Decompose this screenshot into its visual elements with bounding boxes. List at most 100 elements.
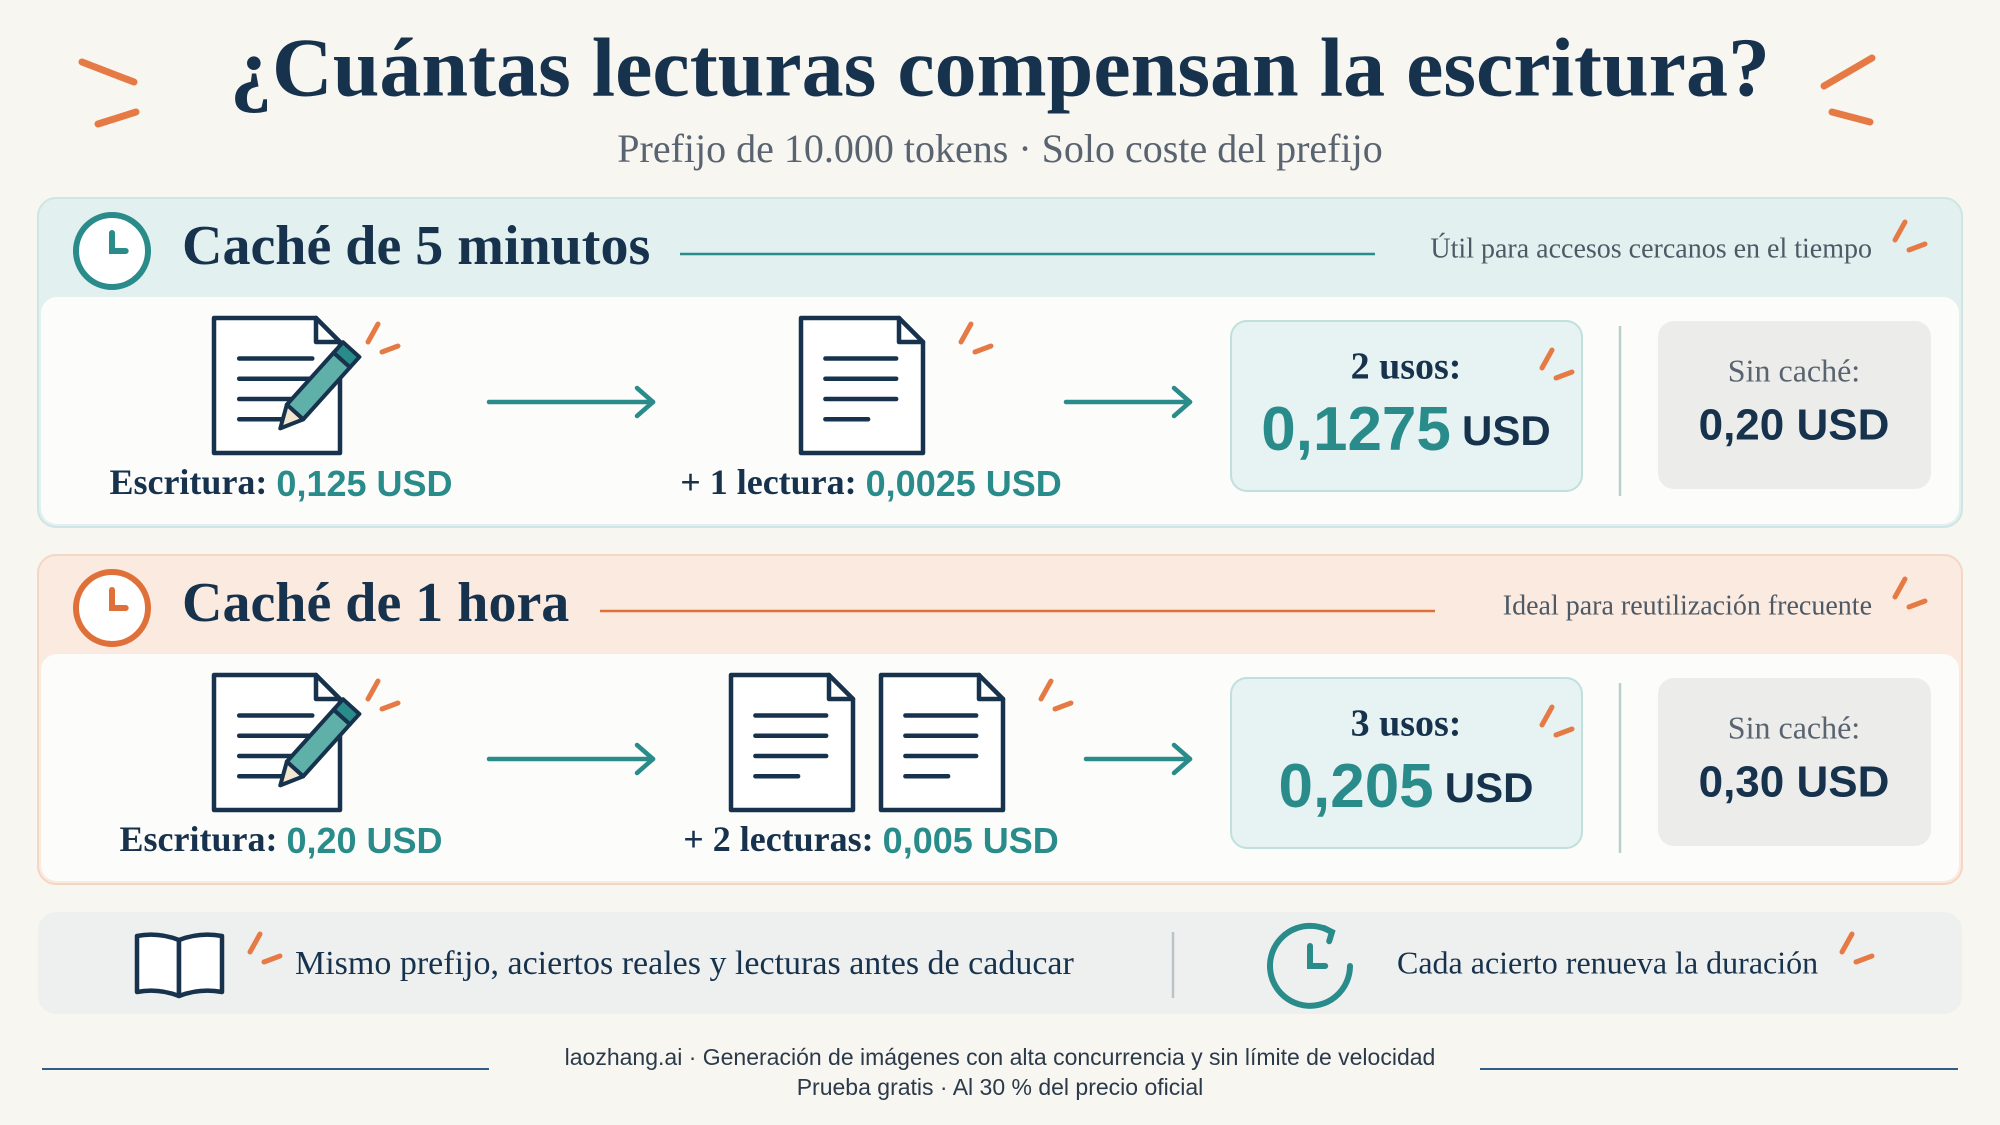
pen-icon bbox=[278, 697, 362, 788]
section-note: Útil para accesos cercanos en el tiempo bbox=[1430, 233, 1872, 264]
total-value: 0,1275 bbox=[1261, 395, 1451, 464]
nocache-box bbox=[1658, 678, 1931, 846]
accent bbox=[247, 931, 283, 965]
cost-line: Escritura: 0,125 USD bbox=[109, 462, 452, 503]
arrow bbox=[1083, 742, 1193, 776]
pen-icon bbox=[278, 340, 362, 431]
total-box bbox=[1230, 320, 1583, 492]
arrow-head bbox=[634, 385, 656, 419]
accent-stroke bbox=[379, 700, 401, 712]
clock-ring bbox=[1267, 922, 1353, 1009]
accent-stroke bbox=[1539, 704, 1555, 728]
cost-gap bbox=[874, 819, 883, 859]
document-icon bbox=[798, 315, 926, 456]
cost-value: 0,005 USD bbox=[883, 820, 1059, 861]
footer-band bbox=[38, 912, 1962, 1014]
cost-gap bbox=[277, 819, 286, 859]
document-icon bbox=[728, 672, 856, 813]
nocache-label: Sin caché: bbox=[1728, 709, 1860, 745]
pen-cap bbox=[331, 340, 362, 370]
total-value: 0,205 bbox=[1279, 752, 1434, 821]
accent bbox=[1839, 931, 1875, 965]
nocache-label: Sin caché: bbox=[1728, 352, 1860, 388]
total-box bbox=[1230, 677, 1583, 849]
total-line: 0,1275 USD bbox=[1261, 395, 1550, 464]
accent bbox=[1539, 347, 1575, 381]
fold bbox=[896, 315, 926, 345]
cost-gap bbox=[267, 462, 276, 502]
credit-line: laozhang.ai · Generación de imágenes con… bbox=[565, 1044, 1436, 1070]
book-right bbox=[176, 932, 225, 999]
book-icon bbox=[134, 932, 225, 999]
total-unit: USD bbox=[1462, 407, 1551, 454]
document-icon bbox=[211, 315, 343, 456]
section-title: Caché de 1 hora bbox=[182, 572, 569, 634]
clock-hands bbox=[1307, 943, 1329, 969]
pen-tip bbox=[278, 759, 306, 788]
credit-line: Prueba gratis · Al 30 % del precio ofici… bbox=[797, 1074, 1204, 1100]
cost-line: + 1 lectura: 0,0025 USD bbox=[680, 462, 1062, 503]
subtitle: Prefijo de 10.000 tokens · Solo coste de… bbox=[617, 126, 1382, 171]
nocache-value: 0,30 USD bbox=[1699, 758, 1890, 807]
clock-icon bbox=[73, 569, 151, 647]
clock-arrow bbox=[1321, 925, 1336, 945]
accent-stroke bbox=[365, 321, 381, 345]
cost-label: + 2 lecturas: bbox=[683, 819, 873, 859]
section-note: Ideal para reutilización frecuente bbox=[1503, 590, 1872, 621]
accent bbox=[365, 321, 401, 355]
arrow bbox=[1063, 385, 1193, 419]
footer-item: Cada acierto renueva la duración bbox=[1397, 944, 1818, 980]
title: ¿Cuántas lecturas compensan la escritura… bbox=[230, 21, 1770, 114]
total-label: 3 usos: bbox=[1351, 703, 1462, 745]
document-icon bbox=[211, 672, 343, 813]
accent-stroke bbox=[1038, 678, 1054, 702]
cost-value: 0,125 USD bbox=[276, 463, 452, 504]
arrow bbox=[486, 742, 656, 776]
document-icon bbox=[878, 672, 1006, 813]
accent bbox=[1892, 219, 1928, 253]
clock-hands bbox=[109, 230, 129, 254]
footer-item: Mismo prefijo, aciertos reales y lectura… bbox=[295, 945, 1075, 982]
accent-stroke bbox=[1892, 576, 1908, 600]
total-label: 2 usos: bbox=[1351, 346, 1462, 388]
accent-stroke bbox=[1853, 953, 1875, 965]
page bbox=[798, 315, 926, 456]
clock-icon bbox=[73, 212, 151, 290]
clock-icon bbox=[1267, 922, 1353, 1009]
arrow-head bbox=[1171, 742, 1193, 776]
clock-hands bbox=[109, 587, 129, 611]
page bbox=[728, 672, 856, 813]
accent bbox=[1892, 576, 1928, 610]
fold bbox=[313, 315, 343, 345]
accent-stroke bbox=[365, 678, 381, 702]
accent-stroke bbox=[1539, 347, 1555, 371]
fold bbox=[976, 672, 1006, 702]
total-unit: USD bbox=[1445, 764, 1534, 811]
accent-stroke bbox=[379, 343, 401, 355]
arrow-head bbox=[1171, 385, 1193, 419]
page bbox=[878, 672, 1006, 813]
total-gap bbox=[1451, 410, 1462, 454]
cost-value: 0,0025 USD bbox=[866, 463, 1062, 504]
fold bbox=[313, 672, 343, 702]
accent bbox=[1539, 704, 1575, 738]
nocache-value: 0,20 USD bbox=[1699, 401, 1890, 450]
accent-stroke bbox=[1906, 598, 1928, 610]
cost-gap bbox=[857, 462, 866, 502]
fold bbox=[826, 672, 856, 702]
accent-stroke bbox=[1906, 241, 1928, 253]
accent-stroke bbox=[261, 953, 283, 965]
accent bbox=[365, 678, 401, 712]
cost-value: 0,20 USD bbox=[286, 820, 442, 861]
cost-label: Escritura: bbox=[109, 462, 267, 502]
total-line: 0,205 USD bbox=[1279, 752, 1534, 821]
accent-stroke bbox=[247, 931, 263, 955]
accent-stroke bbox=[1892, 219, 1908, 243]
cost-line: + 2 lecturas: 0,005 USD bbox=[683, 819, 1059, 860]
accent-stroke bbox=[972, 343, 994, 355]
cost-line: Escritura: 0,20 USD bbox=[119, 819, 442, 860]
book-left bbox=[134, 932, 182, 999]
accent-stroke bbox=[1553, 726, 1575, 738]
accent-stroke bbox=[1839, 931, 1855, 955]
